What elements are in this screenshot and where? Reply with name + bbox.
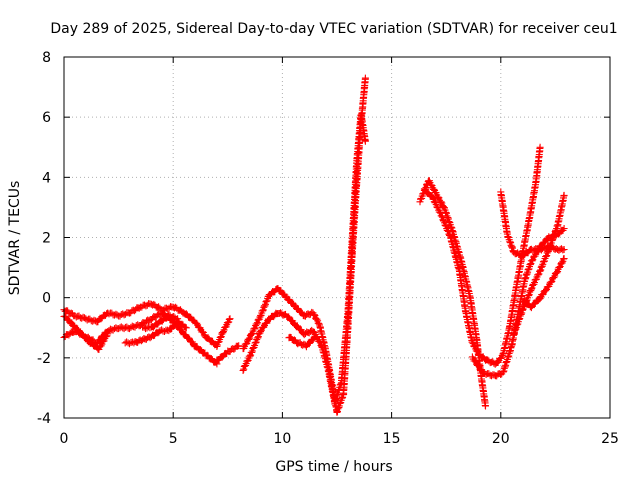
x-tick-labels: 0 5 10 15 20 25	[60, 431, 619, 447]
data-points	[60, 74, 568, 416]
data-point-markers	[497, 188, 568, 260]
x-tick-label: 15	[383, 431, 401, 447]
data-point-markers	[139, 311, 182, 333]
x-axis-label: GPS time / hours	[275, 459, 392, 475]
data-point-markers	[416, 177, 489, 410]
x-tick-label: 25	[601, 431, 619, 447]
data-trace	[239, 74, 369, 416]
data-trace	[416, 177, 489, 410]
y-tick-label: 8	[42, 50, 51, 66]
data-point-markers	[121, 318, 190, 348]
data-trace	[285, 333, 319, 351]
x-tick-label: 20	[492, 431, 510, 447]
data-trace	[139, 311, 182, 333]
data-point-markers	[213, 342, 243, 364]
data-trace	[519, 255, 568, 312]
x-tick-label: 5	[169, 431, 178, 447]
data-trace	[121, 318, 190, 348]
data-point-markers	[239, 74, 369, 416]
tick-marks	[63, 56, 611, 419]
y-tick-label: 4	[42, 170, 51, 186]
data-point-markers	[519, 255, 568, 312]
y-axis-label: SDTVAR / TECUs	[7, 181, 23, 296]
data-point-markers	[285, 333, 319, 351]
data-point-markers	[239, 111, 369, 408]
y-tick-label: 6	[42, 110, 51, 126]
x-tick-label: 0	[60, 431, 69, 447]
data-trace	[420, 143, 544, 368]
y-tick-labels: -4 -2 0 2 4 6 8	[37, 50, 51, 427]
y-tick-label: 2	[42, 231, 51, 247]
data-trace	[497, 188, 568, 260]
y-tick-label: -2	[37, 351, 51, 367]
grid	[64, 57, 610, 418]
y-tick-label: 0	[42, 291, 51, 307]
y-tick-label: -4	[37, 411, 51, 427]
chart-title: Day 289 of 2025, Sidereal Day-to-day VTE…	[50, 21, 617, 37]
data-point-markers	[420, 143, 544, 368]
x-tick-label: 10	[273, 431, 291, 447]
data-trace	[239, 111, 369, 408]
data-trace	[213, 342, 243, 364]
